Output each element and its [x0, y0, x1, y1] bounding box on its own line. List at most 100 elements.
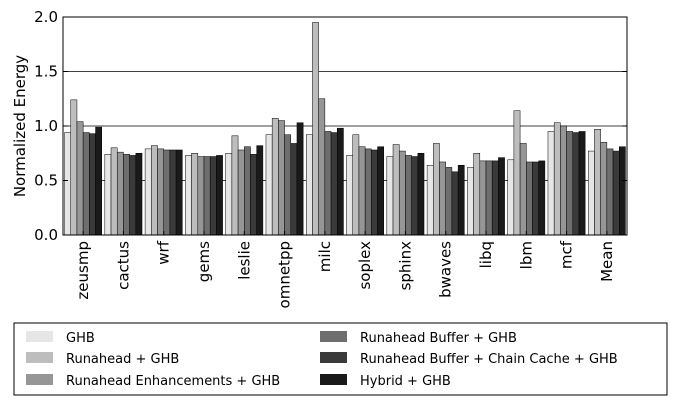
- x-category-label: soplex: [356, 241, 374, 290]
- bar: [457, 164, 465, 236]
- legend-label: Runahead + GHB: [66, 352, 179, 367]
- x-category-label: omnetpp: [276, 241, 294, 308]
- y-tick-label: 1.5: [34, 63, 58, 81]
- x-category-label: zeusmp: [74, 241, 92, 300]
- x-category-label: mcf: [558, 240, 576, 269]
- bar: [371, 149, 378, 236]
- bar: [467, 167, 474, 236]
- bar: [290, 143, 298, 236]
- bar: [89, 133, 96, 236]
- x-category-label: libq: [477, 241, 495, 268]
- bar: [209, 156, 217, 236]
- legend-swatch: [26, 331, 53, 342]
- bar: [426, 164, 434, 236]
- x-category-label: wrf: [155, 240, 173, 264]
- bar: [284, 134, 292, 236]
- legend-label: GHB: [66, 331, 95, 346]
- bar: [337, 127, 344, 236]
- bar: [197, 156, 205, 236]
- bar: [256, 145, 264, 236]
- x-category-label: leslie: [235, 241, 253, 280]
- bar: [157, 148, 164, 236]
- bar: [82, 132, 90, 236]
- bar: [116, 151, 124, 236]
- bar: [244, 146, 251, 236]
- bar: [185, 155, 192, 236]
- bar: [491, 160, 499, 236]
- bar: [606, 148, 614, 236]
- bar: [123, 154, 130, 236]
- bar: [588, 150, 595, 236]
- bar: [439, 161, 446, 236]
- legend-swatch: [320, 331, 347, 342]
- x-category-label: gems: [195, 241, 213, 282]
- bar: [532, 161, 539, 236]
- y-tick-label: 2.0: [34, 8, 58, 26]
- bar: [135, 153, 143, 236]
- bar: [250, 154, 257, 236]
- bar: [377, 146, 384, 236]
- bar: [405, 155, 412, 236]
- bar: [191, 153, 199, 236]
- bar: [278, 120, 285, 236]
- bar: [231, 135, 239, 236]
- bar: [485, 160, 493, 236]
- bar: [271, 118, 279, 236]
- bar: [526, 161, 533, 236]
- bar: [318, 98, 326, 236]
- legend-swatch: [26, 352, 53, 363]
- bar: [594, 129, 601, 236]
- x-category-label: Mean: [598, 241, 616, 282]
- bar: [553, 122, 561, 236]
- legend-swatch: [320, 374, 347, 385]
- bar: [566, 131, 574, 236]
- bar: [163, 149, 171, 236]
- bar: [386, 156, 394, 236]
- bar: [451, 171, 459, 236]
- bar: [306, 134, 313, 236]
- bar: [110, 147, 118, 236]
- bar: [346, 155, 353, 236]
- bar: [296, 122, 304, 236]
- bar: [352, 134, 360, 236]
- bar: [265, 134, 273, 236]
- bar: [358, 146, 366, 236]
- bar: [144, 148, 152, 236]
- bars: [64, 22, 626, 236]
- bar: [519, 143, 527, 236]
- legend-swatch: [320, 352, 347, 363]
- bar: [578, 131, 586, 236]
- bar: [445, 167, 453, 236]
- x-category-label: cactus: [114, 241, 132, 290]
- y-axis-title: Normalized Energy: [11, 55, 29, 197]
- bar: [600, 142, 608, 236]
- x-category-label: bwaves: [437, 241, 455, 298]
- bar: [398, 150, 406, 236]
- bar: [203, 156, 211, 236]
- bar: [364, 148, 372, 236]
- legend-label: Runahead Buffer + Chain Cache + GHB: [360, 352, 618, 367]
- y-tick-label: 1.0: [34, 117, 58, 135]
- bar: [612, 150, 620, 236]
- bar: [104, 154, 112, 236]
- bar: [392, 144, 400, 236]
- bar: [473, 153, 481, 236]
- legend: GHB Runahead + GHB Runahead Enhancements +…: [13, 322, 668, 396]
- bar: [417, 153, 425, 236]
- x-category-label: sphinx: [396, 241, 414, 291]
- bar: [479, 160, 487, 236]
- bar: [538, 160, 546, 236]
- bar: [411, 156, 419, 236]
- legend-label: Hybrid + GHB: [360, 374, 451, 389]
- bar: [547, 131, 555, 236]
- bar: [513, 110, 521, 236]
- bar: [237, 149, 245, 236]
- x-category-label: lbm: [517, 241, 535, 269]
- bar: [225, 153, 233, 236]
- y-tick-label: 0.5: [34, 172, 58, 190]
- bar: [95, 126, 102, 236]
- bar: [64, 132, 71, 236]
- bar: [312, 22, 319, 236]
- bar: [572, 132, 580, 236]
